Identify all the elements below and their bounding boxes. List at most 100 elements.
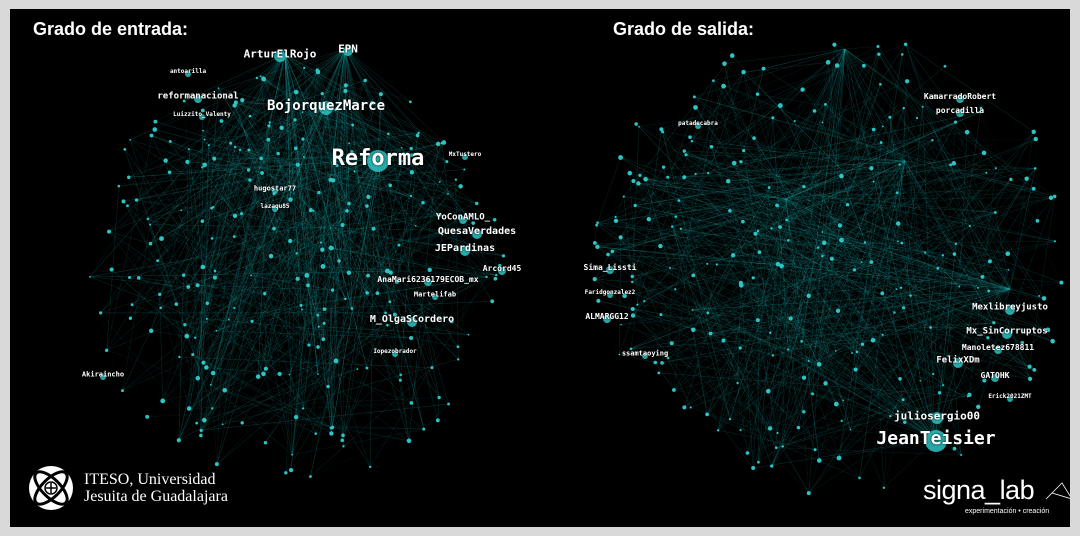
- edge: [785, 175, 842, 200]
- edge: [332, 180, 410, 441]
- edge: [216, 193, 275, 465]
- edge: [825, 104, 931, 328]
- edge: [896, 288, 1053, 342]
- edge: [388, 133, 440, 398]
- edge: [415, 186, 461, 227]
- edge: [710, 242, 866, 334]
- edge: [377, 158, 493, 302]
- signa-lab-triangle-icon: [1045, 482, 1070, 500]
- edge: [242, 100, 323, 250]
- node: [217, 87, 220, 89]
- edge: [727, 181, 936, 440]
- edge: [108, 231, 267, 369]
- left-graph-title: Grado de entrada:: [33, 19, 189, 39]
- edge: [100, 149, 250, 314]
- edge: [151, 209, 311, 331]
- edge: [633, 180, 777, 448]
- edge: [632, 308, 985, 381]
- node: [670, 225, 674, 228]
- node: [345, 209, 349, 213]
- edge: [691, 71, 744, 142]
- edge: [871, 196, 1055, 263]
- edge: [803, 186, 926, 253]
- edge: [757, 160, 906, 232]
- edge: [390, 185, 412, 197]
- node: [796, 425, 801, 430]
- edge: [729, 48, 846, 420]
- node: [951, 161, 957, 166]
- edge: [710, 242, 866, 334]
- edge: [747, 384, 944, 454]
- edge: [693, 275, 934, 375]
- edge: [673, 160, 906, 391]
- edge: [844, 48, 1027, 179]
- left-node-4: [194, 95, 202, 103]
- node: [679, 227, 683, 231]
- node: [674, 288, 677, 291]
- edge: [930, 295, 1040, 416]
- edge: [794, 120, 951, 166]
- edge: [239, 139, 269, 151]
- node: [240, 421, 244, 425]
- node: [207, 144, 210, 147]
- edge: [612, 181, 874, 252]
- edge: [131, 53, 286, 305]
- node: [501, 254, 506, 258]
- edge: [303, 156, 487, 278]
- left-node-label: ArturElRojo: [243, 47, 317, 61]
- node: [953, 120, 958, 124]
- edge: [934, 243, 957, 440]
- iteso-line2: Jesuita de Guadalajara: [84, 488, 228, 505]
- node: [1048, 195, 1054, 200]
- edge: [723, 86, 741, 431]
- edge: [660, 252, 926, 315]
- node: [770, 464, 774, 468]
- node: [212, 205, 215, 209]
- edge: [685, 154, 883, 335]
- edge: [779, 226, 1011, 290]
- node: [160, 398, 166, 404]
- edge: [228, 53, 286, 320]
- edge: [607, 254, 748, 454]
- node: [879, 141, 883, 144]
- edge: [904, 160, 1056, 242]
- edge: [327, 125, 353, 387]
- edge: [210, 105, 327, 385]
- node: [836, 455, 842, 461]
- node: [312, 209, 315, 212]
- node: [903, 42, 908, 46]
- edge: [423, 403, 449, 430]
- node: [438, 180, 441, 183]
- edge: [149, 53, 286, 225]
- node: [457, 358, 460, 361]
- edge: [932, 140, 955, 449]
- edge: [808, 192, 898, 494]
- edge: [263, 53, 286, 374]
- edge: [660, 314, 936, 440]
- edge: [162, 172, 263, 402]
- edge: [192, 354, 332, 434]
- edge: [645, 178, 996, 213]
- edge: [672, 226, 955, 449]
- edge: [645, 179, 671, 268]
- edge: [284, 53, 497, 276]
- edge: [597, 222, 711, 334]
- node: [233, 145, 237, 149]
- edge: [728, 180, 903, 244]
- edge: [632, 126, 640, 277]
- edge: [296, 91, 373, 104]
- node: [485, 275, 488, 279]
- node: [1035, 219, 1040, 223]
- edge: [235, 102, 386, 314]
- edge: [786, 163, 954, 221]
- edge: [785, 175, 842, 200]
- node: [756, 229, 760, 233]
- node: [195, 375, 201, 381]
- edge: [785, 198, 809, 362]
- edge: [880, 142, 1011, 290]
- edge: [187, 161, 461, 187]
- edge: [202, 67, 305, 222]
- edge: [218, 87, 262, 159]
- edge: [635, 89, 803, 206]
- edge: [785, 121, 956, 200]
